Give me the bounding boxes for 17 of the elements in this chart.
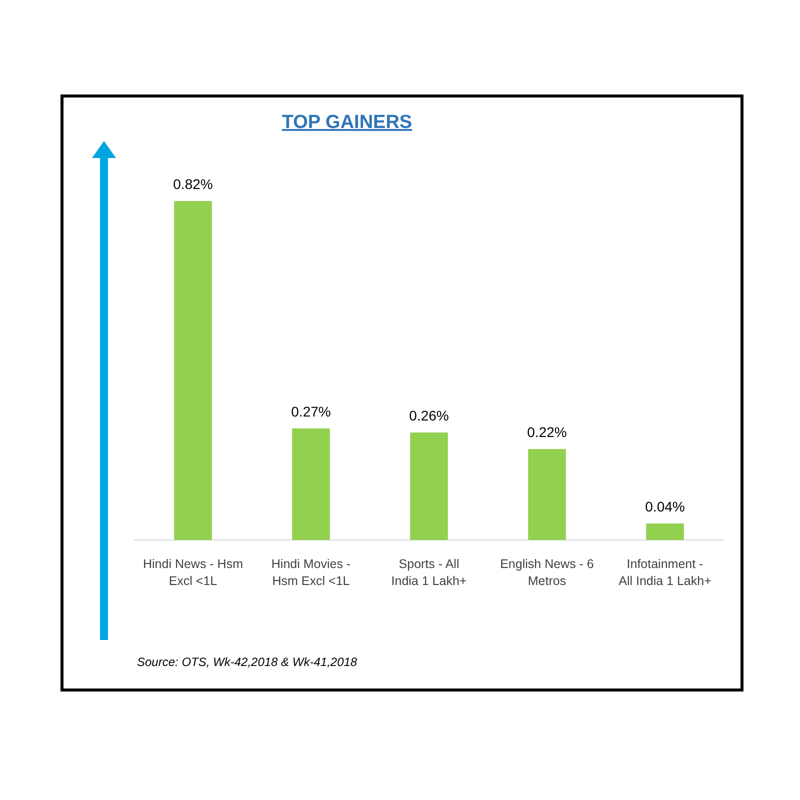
chart-title: TOP GAINERS [282,112,412,133]
data-label: 0.82% [173,176,213,192]
bar [528,449,566,540]
data-label: 0.26% [409,408,449,424]
x-tick-label: English News - 6 Metros [500,557,594,588]
x-tick-label: Sports - All India 1 Lakh+ [391,557,467,588]
data-label: 0.04% [645,498,685,514]
x-tick-label: Hindi Movies - Hsm Excl <1L [271,557,351,588]
x-tick-label: Infotainment - All India 1 Lakh+ [618,557,712,588]
source-note: Source: OTS, Wk-42,2018 & Wk-41,2018 [137,655,358,669]
x-tick-label: Hindi News - Hsm Excl <1L [142,557,244,588]
bar [174,201,212,540]
bar [292,428,330,540]
data-label: 0.22% [527,424,567,440]
bar [646,523,684,540]
bar [410,432,448,540]
data-label: 0.27% [291,403,331,420]
